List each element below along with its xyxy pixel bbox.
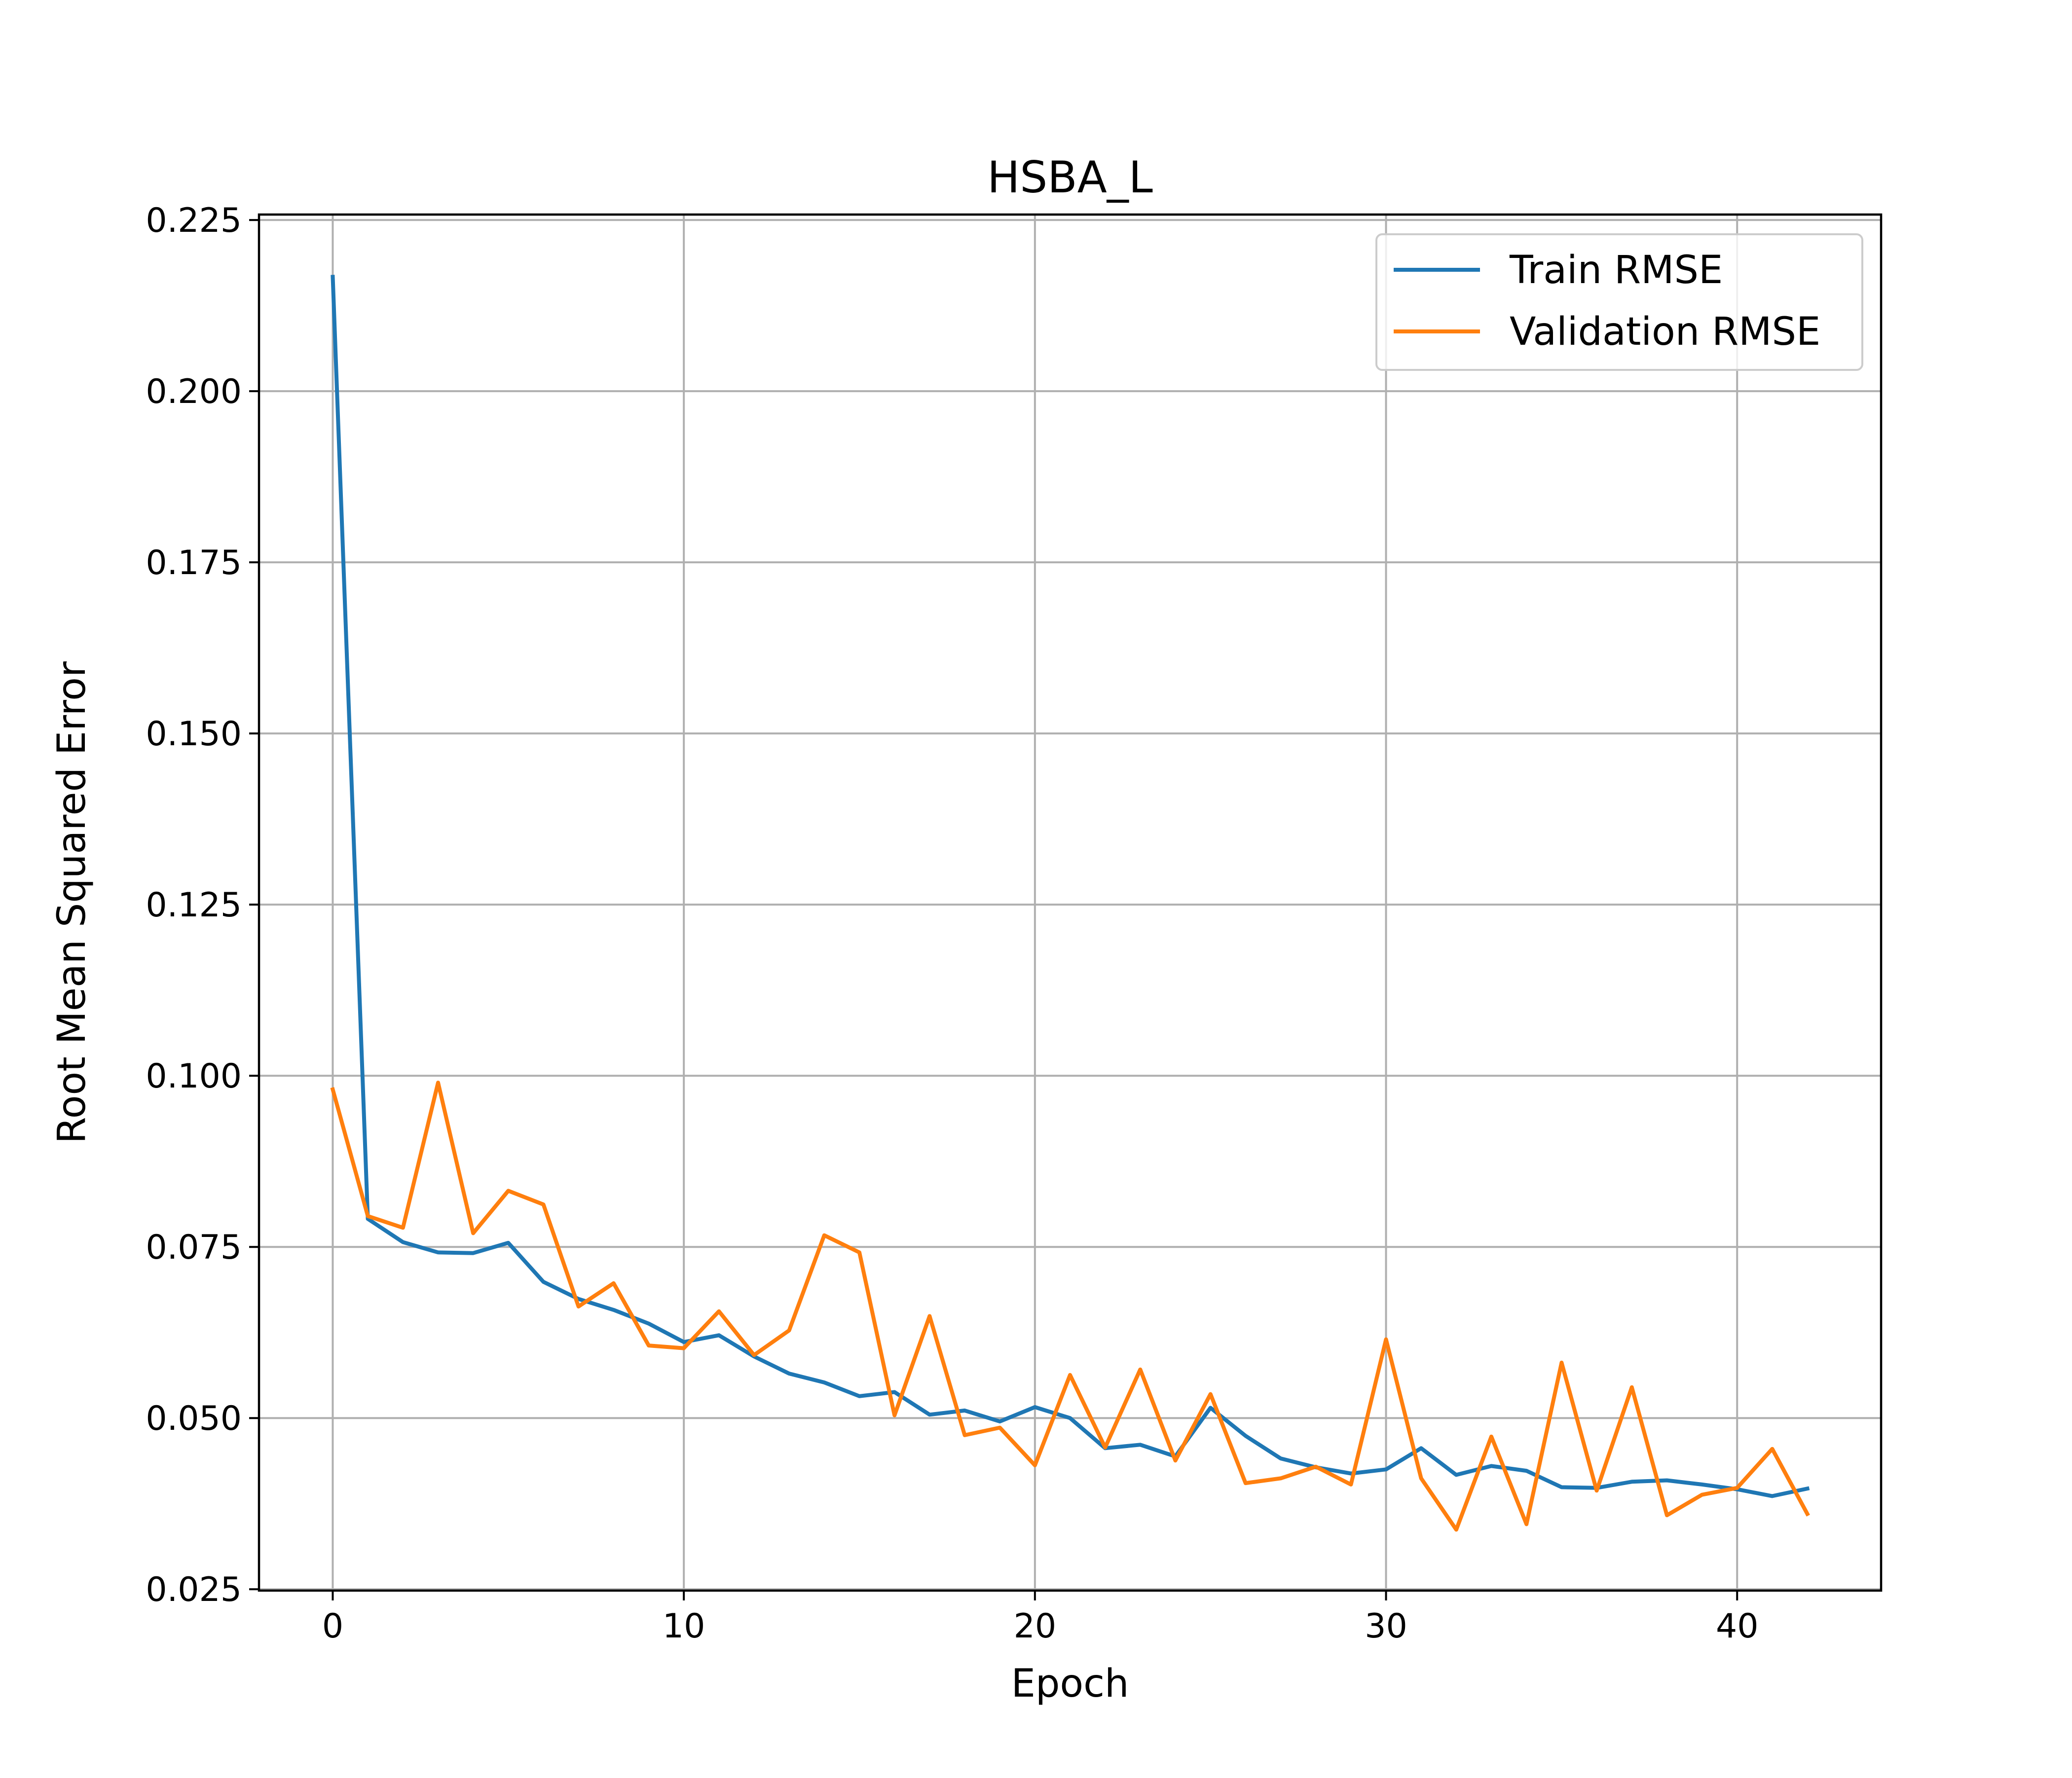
y-tick-label: 0.025 — [146, 1570, 242, 1609]
y-tick-label: 0.150 — [146, 715, 242, 754]
y-tick-label: 0.050 — [146, 1399, 242, 1438]
y-tick-label: 0.125 — [146, 886, 242, 925]
x-tick-label: 0 — [322, 1607, 343, 1646]
y-tick-label: 0.200 — [146, 372, 242, 411]
y-tick-label: 0.225 — [146, 201, 242, 240]
y-tick-label: 0.075 — [146, 1228, 242, 1267]
validation-rmse-line — [330, 1081, 1810, 1532]
x-tick-label: 30 — [1365, 1607, 1407, 1646]
series-lines — [330, 275, 1810, 1532]
y-tick-label: 0.175 — [146, 544, 242, 582]
plot-frame — [258, 213, 1883, 1592]
train-rmse-line — [331, 275, 1810, 1498]
grid-lines — [259, 215, 1881, 1591]
x-tick-label: 10 — [663, 1607, 705, 1646]
legend-label-train: Train RMSE — [1509, 248, 1723, 292]
legend: Train RMSE Validation RMSE — [1375, 233, 1863, 371]
legend-box — [1375, 233, 1863, 371]
chart-title: HSBA_L — [987, 152, 1153, 203]
x-tick-label: 40 — [1716, 1607, 1759, 1646]
axis-ticks: 0 10 20 30 40 0.025 0.050 0.075 0.100 0.125 0.150 0… — [146, 201, 1758, 1646]
legend-label-validation: Validation RMSE — [1510, 310, 1820, 354]
x-tick-label: 20 — [1014, 1607, 1057, 1646]
y-axis-label: Root Mean Squared Error — [50, 661, 94, 1144]
x-axis-label: Epoch — [1011, 1662, 1129, 1706]
y-tick-label: 0.100 — [146, 1057, 242, 1096]
